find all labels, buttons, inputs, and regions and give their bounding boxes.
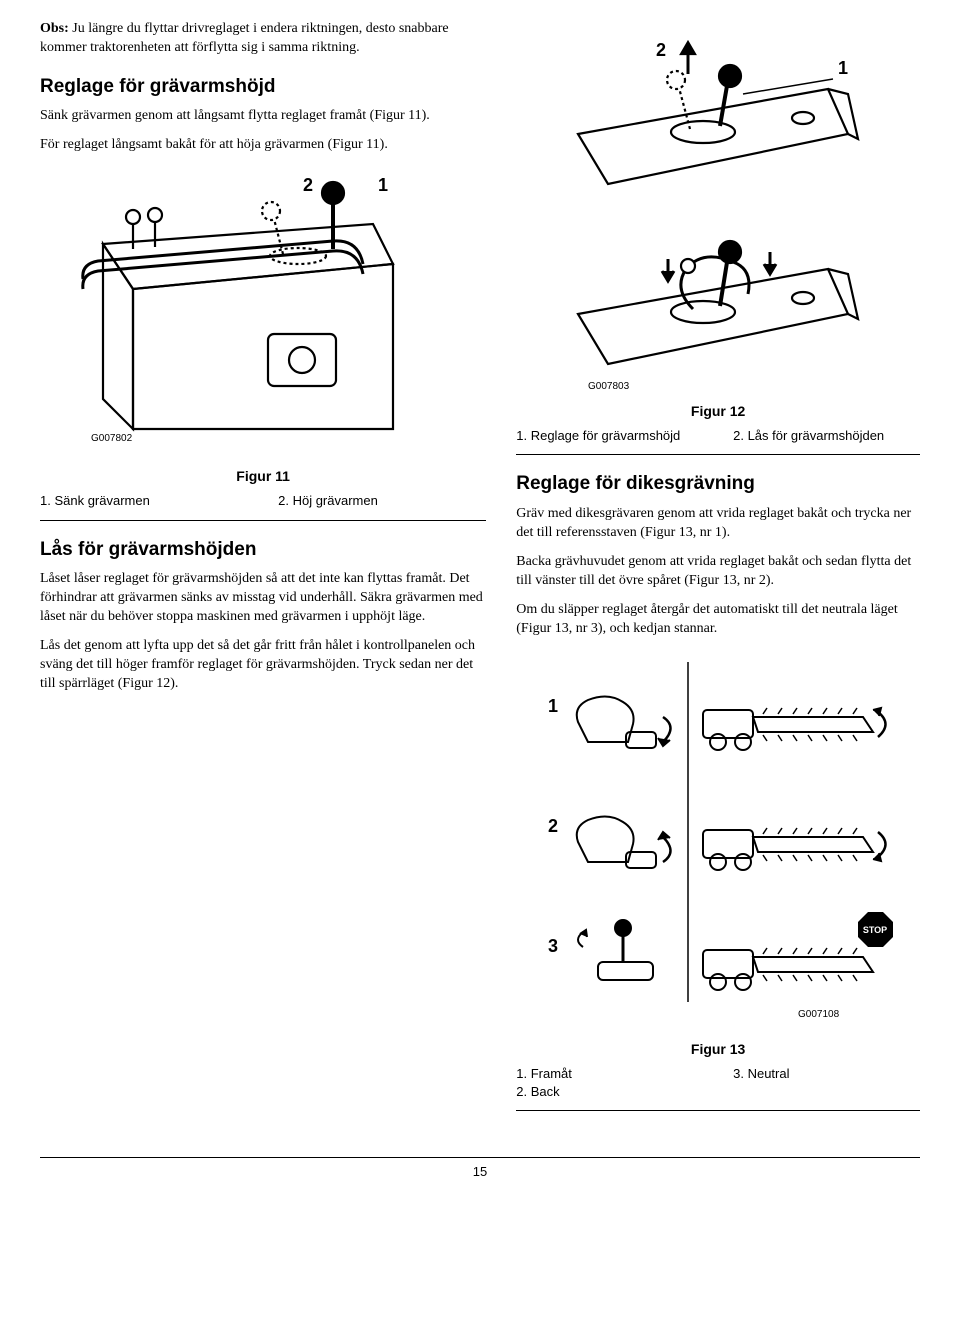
obs-label: Obs: <box>40 21 69 36</box>
heading-gravarmshojd: Reglage för grävarmshöjd <box>40 74 486 100</box>
figure-12-svg: 2 1 <box>538 34 898 394</box>
figure-11-legend: 1. Sänk grävarmen 2. Höj grävarmen <box>40 492 486 510</box>
svg-text:1: 1 <box>838 58 848 78</box>
page-number: 15 <box>40 1157 920 1181</box>
para-dikes-1: Gräv med dikesgrävaren genom att vrida r… <box>516 505 920 543</box>
svg-text:1: 1 <box>548 696 558 716</box>
para-hoja: För reglaget långsamt bakåt för att höja… <box>40 136 486 155</box>
fig11-legend-2: 2. Höj grävarmen <box>278 492 486 510</box>
figure-12-legend: 1. Reglage för grävarmshöjd 2. Lås för g… <box>516 427 920 445</box>
para-dikes-2: Backa grävhuvudet genom att vrida reglag… <box>516 553 920 591</box>
svg-text:STOP: STOP <box>863 925 887 935</box>
figure-12: 2 1 <box>516 34 920 394</box>
para-sank: Sänk grävarmen genom att långsamt flytta… <box>40 107 486 126</box>
svg-text:G007803: G007803 <box>588 381 630 392</box>
svg-text:2: 2 <box>548 816 558 836</box>
obs-paragraph: Obs: Ju längre du flyttar drivreglaget i… <box>40 20 486 58</box>
separator <box>40 520 486 521</box>
svg-text:2: 2 <box>656 40 666 60</box>
svg-text:1: 1 <box>378 175 388 195</box>
para-las-2: Lås det genom att lyfta upp det så det g… <box>40 637 486 694</box>
figure-12-caption: Figur 12 <box>516 402 920 421</box>
figure-11-svg: 2 1 <box>73 169 453 459</box>
svg-text:G007108: G007108 <box>798 1009 840 1020</box>
heading-las: Lås för grävarmshöjden <box>40 537 486 563</box>
svg-text:3: 3 <box>548 936 558 956</box>
figure-13-svg: 1 2 3 <box>528 652 908 1032</box>
svg-text:G007802: G007802 <box>91 433 133 444</box>
heading-dikesgravning: Reglage för dikesgrävning <box>516 471 920 497</box>
figure-13: 1 2 3 <box>516 652 920 1032</box>
fig13-legend-2: 2. Back <box>516 1083 703 1101</box>
fig12-legend-1: 1. Reglage för grävarmshöjd <box>516 427 703 445</box>
figure-13-caption: Figur 13 <box>516 1040 920 1059</box>
fig13-legend-3: 3. Neutral <box>733 1065 920 1100</box>
fig12-legend-2: 2. Lås för grävarmshöjden <box>733 427 920 445</box>
fig11-legend-1: 1. Sänk grävarmen <box>40 492 248 510</box>
figure-11-caption: Figur 11 <box>40 467 486 486</box>
fig13-legend-1: 1. Framåt <box>516 1065 703 1083</box>
para-las-1: Låset låser reglaget för grävarmshöjden … <box>40 570 486 627</box>
separator <box>516 454 920 455</box>
svg-text:2: 2 <box>303 175 313 195</box>
obs-text: Ju längre du flyttar drivreglaget i ende… <box>40 21 449 55</box>
figure-11: 2 1 <box>40 169 486 459</box>
para-dikes-3: Om du släpper reglaget återgår det autom… <box>516 601 920 639</box>
figure-13-legend: 1. Framåt 2. Back 3. Neutral <box>516 1065 920 1100</box>
separator <box>516 1110 920 1111</box>
